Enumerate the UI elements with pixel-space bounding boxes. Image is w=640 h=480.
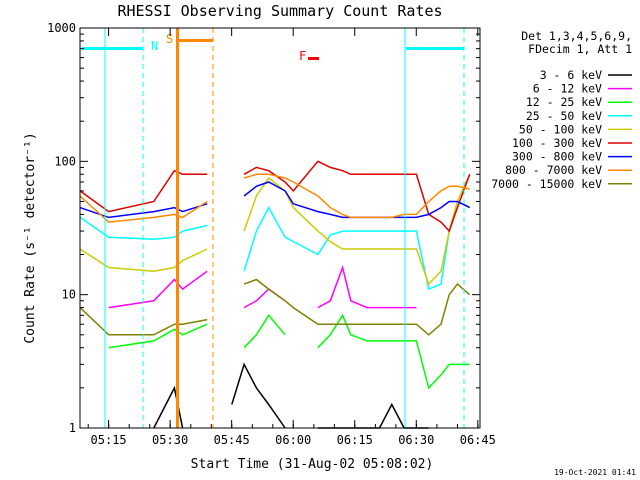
series-line-9 xyxy=(243,278,471,336)
y-tick-label-2: 10 xyxy=(62,288,76,302)
x-axis-label: Start Time (31-Aug-02 05:08:02) xyxy=(191,457,434,472)
night-bar-1 xyxy=(82,47,143,50)
legend-label-1: 3 - 6 keV xyxy=(540,68,602,82)
series-line-1 xyxy=(231,362,286,429)
flag-label-n: N xyxy=(151,39,158,53)
series-line-5 xyxy=(79,248,208,272)
series-line-4 xyxy=(79,216,208,241)
legend-label-9: 7000 - 15000 keV xyxy=(491,177,602,191)
series-line-8 xyxy=(79,195,208,223)
y-tick-label-1: 1 xyxy=(69,421,76,435)
x-tick-label-3: 05:45 xyxy=(214,433,250,447)
flag-label-f: F xyxy=(299,49,306,63)
series-line-2 xyxy=(108,270,208,309)
saa-band xyxy=(176,28,179,428)
series-line-6 xyxy=(79,169,208,213)
series-line-2 xyxy=(317,264,417,309)
legend-label-7: 300 - 800 keV xyxy=(512,150,602,164)
series-line-4 xyxy=(243,200,471,291)
legend-label-3: 12 - 25 keV xyxy=(526,95,602,109)
series-line-7 xyxy=(243,181,471,219)
series-line-1 xyxy=(153,385,184,429)
legend-header-line-1: Det 1,3,4,5,6,9, xyxy=(521,29,632,43)
chart-title: RHESSI Observing Summary Count Rates xyxy=(117,2,442,20)
legend-label-8: 800 - 7000 keV xyxy=(505,163,602,177)
series-line-8 xyxy=(243,173,470,219)
x-tick-label-4: 06:00 xyxy=(275,433,311,447)
flag-label-s: S xyxy=(166,32,173,46)
plot-frame xyxy=(79,27,481,429)
saa-bar xyxy=(176,39,213,42)
legend-label-6: 100 - 300 keV xyxy=(512,136,602,150)
y-tick-label-4: 1000 xyxy=(47,21,76,35)
series-line-9 xyxy=(79,307,208,336)
y-axis-label: Count Rate (s⁻¹ detector⁻¹) xyxy=(23,132,38,343)
x-tick-label-2: 05:30 xyxy=(152,433,188,447)
series-line-2 xyxy=(243,288,286,309)
legend-label-4: 25 - 50 keV xyxy=(526,109,602,123)
plot-area: N S F 1 10 100 1000 05:15 05:30 05:45 06:00 06:15 06… xyxy=(47,21,496,447)
timestamp: 19-Oct-2021 01:41 xyxy=(554,468,636,477)
series-line-5 xyxy=(243,173,471,286)
x-tick-label-5: 06:15 xyxy=(337,433,373,447)
x-tick-label-7: 06:45 xyxy=(460,433,496,447)
x-tick-label-6: 06:30 xyxy=(398,433,434,447)
night-bar-2 xyxy=(406,47,464,50)
flare-bar xyxy=(308,57,319,60)
series-line-3 xyxy=(108,323,208,349)
series-line-3 xyxy=(317,313,470,390)
series-line-7 xyxy=(79,203,208,219)
series-line-3 xyxy=(243,314,286,349)
y-tick-label-3: 100 xyxy=(54,154,76,168)
x-tick-label-1: 05:15 xyxy=(91,433,127,447)
legend-header-line-2: FDecim 1, Att 1 xyxy=(528,42,632,56)
legend-label-5: 50 - 100 keV xyxy=(519,122,602,136)
legend-label-2: 6 - 12 keV xyxy=(533,82,602,96)
series-line-6 xyxy=(243,160,471,233)
